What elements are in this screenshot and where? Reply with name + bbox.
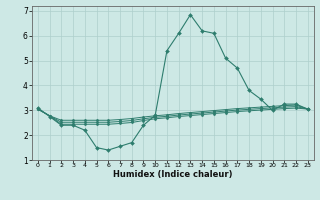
X-axis label: Humidex (Indice chaleur): Humidex (Indice chaleur)	[113, 170, 233, 179]
